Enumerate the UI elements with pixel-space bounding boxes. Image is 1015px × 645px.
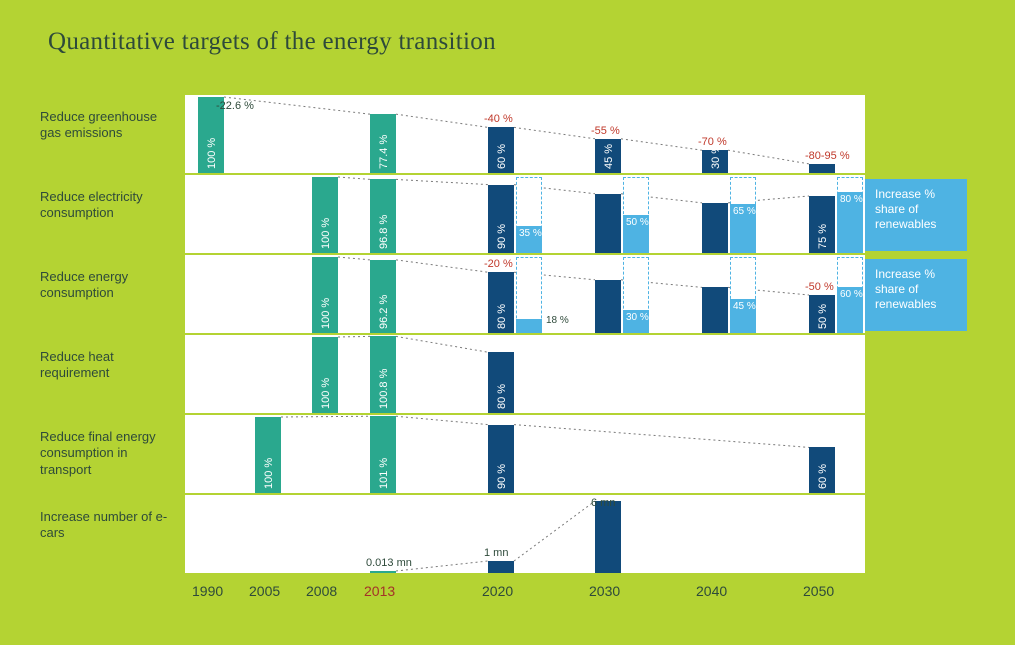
plot-energy: 100 % 96.2 % 80 % -20 % 18 % 30 % 45 % 50 % -50 … <box>185 255 865 335</box>
plot-ghg: 100 %77.4 %-22.6 %60 %-40 %45 %-55 %30 %… <box>185 95 865 175</box>
xaxis-label-2020: 2020 <box>482 583 513 599</box>
renewables-fill <box>516 319 542 333</box>
bar-label: 75 % <box>817 224 829 249</box>
xaxis-label-2013: 2013 <box>364 583 395 599</box>
row-label-transport: Reduce final energy consumption in trans… <box>40 429 180 478</box>
bar-label: 45 % <box>603 144 615 169</box>
bar-above-label: -55 % <box>591 125 620 137</box>
row-elec: Reduce electricity consumption100 %96.8 … <box>45 175 985 255</box>
xaxis-label-2008: 2008 <box>306 583 337 599</box>
bar-ecars-2020 <box>488 561 514 573</box>
trend-lines-transport <box>185 415 865 495</box>
bar-label: 90 % <box>496 224 508 249</box>
renewables-label: 35 % <box>519 228 542 239</box>
renewables-label: 18 % <box>546 315 569 326</box>
plot-ecars: 0.013 mn 1 mn 6 mn <box>185 495 865 575</box>
bar-ecars-2013 <box>370 571 396 573</box>
sidebox-elec: Increase % share of renewables <box>865 179 967 251</box>
bar-label: 60 % <box>496 144 508 169</box>
xaxis-label-2030: 2030 <box>589 583 620 599</box>
plot-heat: 100 % 100.8 % 80 % <box>185 335 865 415</box>
bar-above-label: -22.6 % <box>216 100 254 112</box>
row-ghg: Reduce greenhouse gas emissions100 %77.4… <box>45 95 985 175</box>
bar-above-label: 6 mn <box>591 497 615 509</box>
bar-label: 100 % <box>206 138 218 169</box>
bar-energy-2040 <box>702 287 728 333</box>
bar-label: 60 % <box>817 464 829 489</box>
bar-label: 96.2 % <box>378 295 390 329</box>
renewables-label: 30 % <box>626 312 649 323</box>
bar-label: 100 % <box>320 218 332 249</box>
bar-above-label: -80-95 % <box>805 150 850 162</box>
bar-above-label: -50 % <box>805 281 834 293</box>
row-energy: Reduce energy consumption100 %96.2 %80 %… <box>45 255 985 335</box>
row-ecars: Increase number of e-cars0.013 mn1 mn6 m… <box>45 495 985 575</box>
bar-label: 80 % <box>496 304 508 329</box>
row-label-energy: Reduce energy consumption <box>40 269 180 302</box>
renewables-label: 45 % <box>733 301 756 312</box>
renewables-label: 65 % <box>733 206 756 217</box>
bar-label: 100 % <box>263 458 275 489</box>
plot-transport: 100 % 101 % 90 % 60 % <box>185 415 865 495</box>
row-label-ghg: Reduce greenhouse gas emissions <box>40 109 180 142</box>
bar-above-label: -20 % <box>484 258 513 270</box>
xaxis-label-2040: 2040 <box>696 583 727 599</box>
renewables-label: 80 % <box>840 194 863 205</box>
sidebox-energy: Increase % share of renewables <box>865 259 967 331</box>
xaxis-label-2005: 2005 <box>249 583 280 599</box>
bar-above-label: 1 mn <box>484 547 508 559</box>
bar-elec-2030 <box>595 194 621 253</box>
bar-above-label: 0.013 mn <box>366 557 412 569</box>
bar-elec-2040 <box>702 203 728 253</box>
bar-energy-2030 <box>595 280 621 333</box>
plot-elec: 100 % 96.8 % 90 % 35 % 50 % 65 % 75 % 80 % <box>185 175 865 255</box>
trend-lines-heat <box>185 335 865 415</box>
row-label-elec: Reduce electricity consumption <box>40 189 180 222</box>
trend-lines-ghg <box>185 95 865 175</box>
bar-label: 80 % <box>496 384 508 409</box>
bar-label: 100.8 % <box>378 369 390 409</box>
bar-above-label: -40 % <box>484 113 513 125</box>
bar-ghg-2050 <box>809 164 835 173</box>
xaxis-label-2050: 2050 <box>803 583 834 599</box>
renewables-label: 50 % <box>626 217 649 228</box>
bar-label: 101 % <box>378 458 390 489</box>
bar-above-label: -70 % <box>698 136 727 148</box>
row-transport: Reduce final energy consumption in trans… <box>45 415 985 495</box>
row-heat: Reduce heat requirement100 %100.8 %80 % <box>45 335 985 415</box>
renewables-label: 60 % <box>840 289 863 300</box>
row-label-ecars: Increase number of e-cars <box>40 509 180 542</box>
bar-label: 90 % <box>496 464 508 489</box>
row-divider <box>185 573 865 575</box>
bar-ecars-2030 <box>595 501 621 573</box>
row-label-heat: Reduce heat requirement <box>40 349 180 382</box>
bar-label: 77.4 % <box>378 135 390 169</box>
bar-label: 50 % <box>817 304 829 329</box>
bar-label: 100 % <box>320 378 332 409</box>
bar-label: 96.8 % <box>378 215 390 249</box>
trend-lines-ecars <box>185 495 865 575</box>
bar-label: 100 % <box>320 298 332 329</box>
page-title: Quantitative targets of the energy trans… <box>48 28 496 56</box>
chart-area: Reduce greenhouse gas emissions100 %77.4… <box>45 95 985 620</box>
xaxis-label-1990: 1990 <box>192 583 223 599</box>
